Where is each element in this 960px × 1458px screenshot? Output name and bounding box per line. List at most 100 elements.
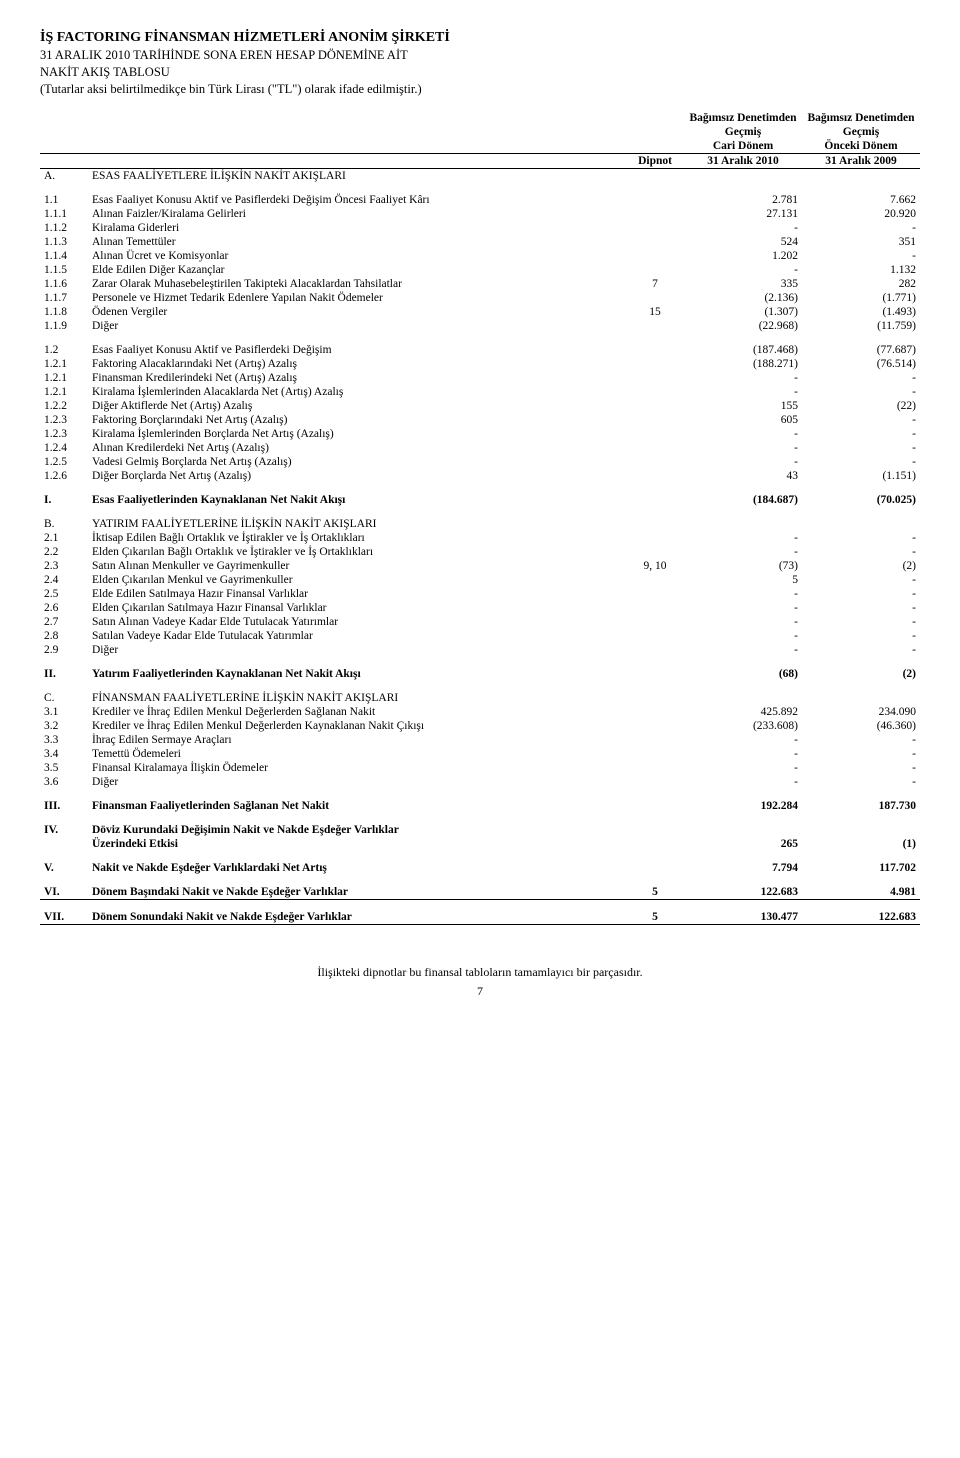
subtitle-2: NAKİT AKIŞ TABLOSU: [40, 65, 920, 80]
table-row: 1.2Esas Faaliyet Konusu Aktif ve Pasifle…: [40, 343, 920, 357]
row-v1: -: [684, 455, 802, 469]
row-v2: (1.151): [802, 469, 920, 483]
row-num: 1.2.6: [40, 469, 88, 483]
row-v1: 524: [684, 235, 802, 249]
table-row: 3.5Finansal Kiralamaya İlişkin Ödemeler-…: [40, 761, 920, 775]
row-num: 1.1: [40, 193, 88, 207]
table-row: 3.3İhraç Edilen Sermaye Araçları--: [40, 733, 920, 747]
row-v2: -: [802, 441, 920, 455]
row-num: 2.2: [40, 545, 88, 559]
row-v2: 7.662: [802, 193, 920, 207]
row-desc: Elde Edilen Satılmaya Hazır Finansal Var…: [88, 587, 626, 601]
row-desc: Diğer: [88, 643, 626, 657]
row-desc: Krediler ve İhraç Edilen Menkul Değerler…: [88, 705, 626, 719]
row-v2: -: [802, 775, 920, 789]
row-desc: Diğer: [88, 775, 626, 789]
table-row: 3.4Temettü Ödemeleri--: [40, 747, 920, 761]
table-row: 2.9Diğer--: [40, 643, 920, 657]
row-desc: Personele ve Hizmet Tedarik Edenlere Yap…: [88, 291, 626, 305]
row-VII-d: Dönem Sonundaki Nakit ve Nakde Eşdeğer V…: [88, 910, 626, 925]
row-dipnot: [626, 469, 684, 483]
table-row: 2.6Elden Çıkarılan Satılmaya Hazır Finan…: [40, 601, 920, 615]
row-desc: Kiralama İşlemlerinden Borçlarda Net Art…: [88, 427, 626, 441]
row-v2: 1.132: [802, 263, 920, 277]
row-v2: -: [802, 733, 920, 747]
row-dipnot: [626, 733, 684, 747]
row-num: 2.5: [40, 587, 88, 601]
col2-hdr-b: Geçmiş: [802, 125, 920, 139]
col1-hdr-c: Cari Dönem: [684, 139, 802, 154]
row-num: 1.2: [40, 343, 88, 357]
row-num: 2.1: [40, 531, 88, 545]
row-v2: -: [802, 531, 920, 545]
row-num: 1.2.3: [40, 413, 88, 427]
row-v2: -: [802, 615, 920, 629]
total-III: III. Finansman Faaliyetlerinden Sağlanan…: [40, 799, 920, 813]
row-VII-n: VII.: [40, 910, 88, 925]
row-IV-v2: (1): [802, 837, 920, 851]
row-dipnot: [626, 427, 684, 441]
row-num: 3.3: [40, 733, 88, 747]
row-desc: Finansman Kredilerindeki Net (Artış) Aza…: [88, 371, 626, 385]
row-v2: -: [802, 761, 920, 775]
row-v1: -: [684, 545, 802, 559]
row-V: V. Nakit ve Nakde Eşdeğer Varlıklardaki …: [40, 861, 920, 875]
title-block: İŞ FACTORING FİNANSMAN HİZMETLERİ ANONİM…: [40, 30, 920, 97]
row-v1: -: [684, 441, 802, 455]
row-v2: 351: [802, 235, 920, 249]
row-num: 1.1.8: [40, 305, 88, 319]
row-v1: (2.136): [684, 291, 802, 305]
row-v2: 20.920: [802, 207, 920, 221]
row-dipnot: [626, 719, 684, 733]
row-desc: Elden Çıkarılan Bağlı Ortaklık ve İştira…: [88, 545, 626, 559]
row-dipnot: [626, 319, 684, 333]
section-C: C. FİNANSMAN FAALİYETLERİNE İLİŞKİN NAKİ…: [40, 691, 920, 705]
row-dipnot: [626, 291, 684, 305]
row-v1: 1.202: [684, 249, 802, 263]
row-IV-d2: Üzerindeki Etkisi: [88, 837, 626, 851]
row-v1: -: [684, 427, 802, 441]
row-VI-d: Dönem Başındaki Nakit ve Nakde Eşdeğer V…: [88, 885, 626, 900]
table-row: 2.8Satılan Vadeye Kadar Elde Tutulacak Y…: [40, 629, 920, 643]
row-desc: Kiralama İşlemlerinden Alacaklarda Net (…: [88, 385, 626, 399]
table-row: 1.2.4Alınan Kredilerdeki Net Artış (Azal…: [40, 441, 920, 455]
total-I-d: Esas Faaliyetlerinden Kaynaklanan Net Na…: [88, 493, 626, 507]
section-A: A. ESAS FAALİYETLERE İLİŞKİN NAKİT AKIŞL…: [40, 169, 920, 184]
row-v1: -: [684, 263, 802, 277]
row-v2: (77.687): [802, 343, 920, 357]
header-row-2: Geçmiş Geçmiş: [40, 125, 920, 139]
row-VI-dip: 5: [626, 885, 684, 900]
col2-hdr-c: Önceki Dönem: [802, 139, 920, 154]
col1-hdr-b: Geçmiş: [684, 125, 802, 139]
row-v1: (188.271): [684, 357, 802, 371]
company-name: İŞ FACTORING FİNANSMAN HİZMETLERİ ANONİM…: [40, 30, 920, 46]
row-V-n: V.: [40, 861, 88, 875]
section-C-title: FİNANSMAN FAALİYETLERİNE İLİŞKİN NAKİT A…: [88, 691, 626, 705]
row-IV-v1: 265: [684, 837, 802, 851]
section-B-letter: B.: [40, 517, 88, 531]
row-desc: Satın Alınan Menkuller ve Gayrimenkuller: [88, 559, 626, 573]
subtitle-3: (Tutarlar aksi belirtilmedikçe bin Türk …: [40, 82, 920, 97]
row-v2: (1.493): [802, 305, 920, 319]
table-row: 1.1.9Diğer(22.968)(11.759): [40, 319, 920, 333]
row-num: 1.2.1: [40, 385, 88, 399]
row-dipnot: [626, 587, 684, 601]
row-desc: Alınan Temettüler: [88, 235, 626, 249]
row-desc: İktisap Edilen Bağlı Ortaklık ve İştirak…: [88, 531, 626, 545]
total-III-n: III.: [40, 799, 88, 813]
row-dipnot: [626, 441, 684, 455]
row-num: 1.2.1: [40, 371, 88, 385]
row-v1: 27.131: [684, 207, 802, 221]
row-num: 1.1.9: [40, 319, 88, 333]
table-row: 1.1.3Alınan Temettüler524351: [40, 235, 920, 249]
row-VII-dip: 5: [626, 910, 684, 925]
row-dipnot: [626, 705, 684, 719]
total-II-v2: (2): [802, 667, 920, 681]
total-III-d: Finansman Faaliyetlerinden Sağlanan Net …: [88, 799, 626, 813]
row-v2: -: [802, 587, 920, 601]
row-dipnot: [626, 193, 684, 207]
table-row: 2.5Elde Edilen Satılmaya Hazır Finansal …: [40, 587, 920, 601]
row-num: 1.1.2: [40, 221, 88, 235]
row-dipnot: [626, 343, 684, 357]
table-row: 3.2Krediler ve İhraç Edilen Menkul Değer…: [40, 719, 920, 733]
